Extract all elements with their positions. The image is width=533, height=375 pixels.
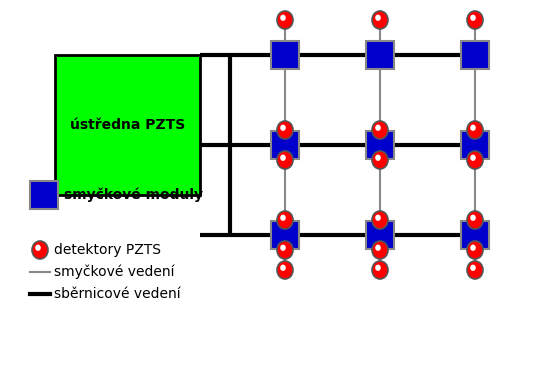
Ellipse shape: [277, 11, 293, 29]
Ellipse shape: [467, 241, 483, 259]
Bar: [30, 181, 58, 209]
Ellipse shape: [280, 154, 286, 161]
Bar: [366, 41, 394, 69]
Ellipse shape: [470, 154, 476, 161]
Ellipse shape: [467, 151, 483, 169]
Ellipse shape: [470, 265, 476, 271]
Ellipse shape: [280, 214, 286, 221]
Ellipse shape: [372, 211, 388, 229]
Ellipse shape: [280, 15, 286, 21]
Bar: [271, 131, 299, 159]
Bar: [271, 221, 299, 249]
Ellipse shape: [467, 121, 483, 139]
Ellipse shape: [280, 244, 286, 251]
Ellipse shape: [375, 265, 381, 271]
Text: smyčkové vedení: smyčkové vedení: [54, 265, 174, 279]
Ellipse shape: [375, 15, 381, 21]
Ellipse shape: [372, 151, 388, 169]
Bar: [366, 131, 394, 159]
Ellipse shape: [470, 244, 476, 251]
Ellipse shape: [280, 265, 286, 271]
Text: detektory PZTS: detektory PZTS: [54, 243, 161, 257]
Ellipse shape: [372, 121, 388, 139]
Ellipse shape: [277, 261, 293, 279]
Ellipse shape: [277, 241, 293, 259]
Bar: [366, 221, 394, 249]
Ellipse shape: [470, 15, 476, 21]
Ellipse shape: [375, 124, 381, 131]
Bar: [461, 131, 489, 159]
Ellipse shape: [32, 241, 48, 259]
Text: smyčkové moduly: smyčkové moduly: [64, 188, 203, 202]
Ellipse shape: [467, 211, 483, 229]
Ellipse shape: [372, 241, 388, 259]
Ellipse shape: [470, 214, 476, 221]
Ellipse shape: [372, 261, 388, 279]
Ellipse shape: [375, 244, 381, 251]
Ellipse shape: [280, 124, 286, 131]
Ellipse shape: [467, 11, 483, 29]
Text: sběrnicové vedení: sběrnicové vedení: [54, 287, 181, 301]
Bar: [271, 41, 299, 69]
Ellipse shape: [277, 121, 293, 139]
Ellipse shape: [375, 154, 381, 161]
Text: ústředna PZTS: ústředna PZTS: [70, 118, 185, 132]
Ellipse shape: [277, 211, 293, 229]
Ellipse shape: [372, 11, 388, 29]
Ellipse shape: [467, 261, 483, 279]
Bar: [461, 221, 489, 249]
Ellipse shape: [375, 214, 381, 221]
Ellipse shape: [35, 244, 41, 251]
Bar: [461, 41, 489, 69]
Bar: [55, 55, 200, 195]
Ellipse shape: [277, 151, 293, 169]
Ellipse shape: [470, 124, 476, 131]
